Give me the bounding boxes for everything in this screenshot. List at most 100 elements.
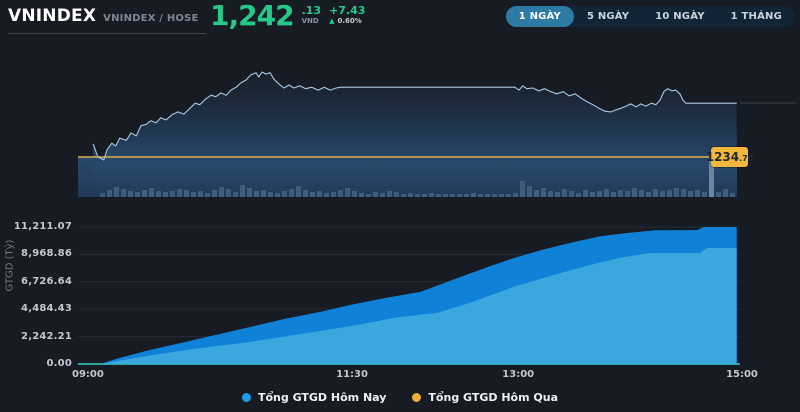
range-button-1-day[interactable]: 1 NGÀY bbox=[505, 6, 574, 27]
volume-bar bbox=[499, 194, 504, 197]
up-arrow-icon: ▲ bbox=[329, 17, 335, 25]
volume-bar bbox=[282, 191, 287, 197]
volume-bar bbox=[107, 190, 112, 197]
volume-bar bbox=[450, 194, 455, 197]
volume-bar bbox=[471, 193, 476, 197]
y-axis-label: 6,726.64 bbox=[21, 275, 72, 287]
change-percent: 0.60% bbox=[337, 17, 362, 25]
volume-bar bbox=[709, 157, 714, 197]
volume-bar bbox=[688, 191, 693, 197]
volume-bar bbox=[324, 193, 329, 197]
volume-bar bbox=[303, 190, 308, 197]
volume-bar bbox=[723, 189, 728, 197]
volume-bar bbox=[352, 191, 357, 197]
volume-bar bbox=[485, 194, 490, 197]
volume-bar bbox=[142, 190, 147, 197]
volume-bar bbox=[625, 191, 630, 197]
volume-bar bbox=[527, 186, 532, 197]
volume-bar bbox=[555, 192, 560, 197]
volume-bar bbox=[254, 191, 259, 197]
volume-bar bbox=[240, 185, 245, 197]
volume-bar bbox=[590, 192, 595, 197]
y-axis-label: 11,211.07 bbox=[13, 221, 72, 232]
index-title-block: VNINDEX VNINDEX / HOSE bbox=[8, 6, 206, 34]
reference-price-tag: 1234.70 bbox=[706, 147, 753, 167]
volume-bar bbox=[212, 190, 217, 197]
volume-bar bbox=[520, 181, 525, 197]
range-button-5-day[interactable]: 5 NGÀY bbox=[574, 6, 642, 27]
price-line bbox=[92, 71, 737, 161]
volume-bar bbox=[114, 187, 119, 197]
legend-dot-orange-icon bbox=[412, 392, 422, 402]
volume-bar bbox=[149, 188, 154, 197]
volume-bar bbox=[695, 190, 700, 197]
legend-item-yesterday[interactable]: Tổng GTGD Hôm Qua bbox=[412, 391, 558, 404]
change-block: +7.43 ▲ 0.60% bbox=[329, 5, 365, 26]
volume-bar bbox=[275, 193, 280, 197]
volume-bar bbox=[604, 189, 609, 197]
volume-bar bbox=[366, 194, 371, 197]
volume-bar bbox=[415, 194, 420, 197]
index-subtitle: VNINDEX / HOSE bbox=[103, 13, 199, 24]
volume-bar bbox=[618, 190, 623, 197]
volume-bar bbox=[583, 190, 588, 197]
index-price: 1,242 bbox=[210, 0, 295, 32]
volume-bar bbox=[576, 193, 581, 197]
gtgd-areas bbox=[99, 227, 737, 364]
volume-bar bbox=[163, 192, 168, 197]
volume-bar bbox=[296, 186, 301, 197]
volume-bar bbox=[716, 192, 721, 197]
volume-bar bbox=[667, 190, 672, 197]
price-decimal: .13 bbox=[301, 4, 322, 17]
range-button-10-day[interactable]: 10 NGÀY bbox=[642, 6, 717, 27]
volume-bar bbox=[121, 189, 126, 197]
x-axis-label: 11:30 bbox=[336, 369, 368, 380]
volume-bar bbox=[198, 191, 203, 197]
gtgd-chart[interactable] bbox=[0, 210, 800, 412]
volume-bar bbox=[681, 189, 686, 197]
volume-bar bbox=[373, 192, 378, 197]
volume-bar bbox=[597, 191, 602, 197]
volume-bar bbox=[100, 193, 105, 197]
volume-bar bbox=[338, 190, 343, 197]
volume-bar bbox=[219, 187, 224, 197]
volume-bar bbox=[478, 194, 483, 197]
change-value: +7.43 bbox=[329, 4, 366, 17]
price-chart[interactable] bbox=[0, 45, 800, 210]
price-block: 1,242 .13 VND +7.43 ▲ 0.60% bbox=[210, 1, 365, 31]
volume-bar bbox=[674, 188, 679, 197]
volume-bar bbox=[170, 191, 175, 197]
volume-bar bbox=[492, 194, 497, 197]
gtgd-axis-title: GTGD (Tỷ) bbox=[4, 239, 16, 292]
range-button-1-month[interactable]: 1 THÁNG bbox=[718, 6, 795, 27]
volume-bar bbox=[443, 194, 448, 197]
volume-bar bbox=[653, 189, 658, 197]
volume-bar bbox=[569, 191, 574, 197]
volume-bar bbox=[310, 192, 315, 197]
volume-bar bbox=[422, 194, 427, 197]
x-axis-label: 09:00 bbox=[72, 369, 104, 380]
volume-bar bbox=[268, 192, 273, 197]
gtgd-area-yesterday bbox=[99, 248, 737, 364]
volume-bar bbox=[541, 188, 546, 197]
volume-bar bbox=[289, 189, 294, 197]
y-axis-label: 2,242.21 bbox=[21, 330, 72, 342]
x-axis-label: 15:00 bbox=[726, 369, 758, 380]
volume-bar bbox=[205, 193, 210, 197]
volume-bar bbox=[191, 192, 196, 197]
volume-bar bbox=[184, 190, 189, 197]
volume-bar bbox=[534, 190, 539, 197]
volume-bar bbox=[611, 192, 616, 197]
volume-bar bbox=[401, 194, 406, 197]
volume-bar bbox=[177, 189, 182, 197]
volume-bar bbox=[359, 193, 364, 197]
volume-bar bbox=[562, 189, 567, 197]
volume-bar bbox=[436, 194, 441, 197]
volume-bar bbox=[730, 193, 735, 197]
volume-bar bbox=[660, 191, 665, 197]
volume-bar bbox=[513, 193, 518, 197]
legend-item-today[interactable]: Tổng GTGD Hôm Nay bbox=[241, 391, 386, 404]
volume-bar bbox=[506, 194, 511, 197]
reference-price-int: 1234 bbox=[705, 150, 740, 164]
